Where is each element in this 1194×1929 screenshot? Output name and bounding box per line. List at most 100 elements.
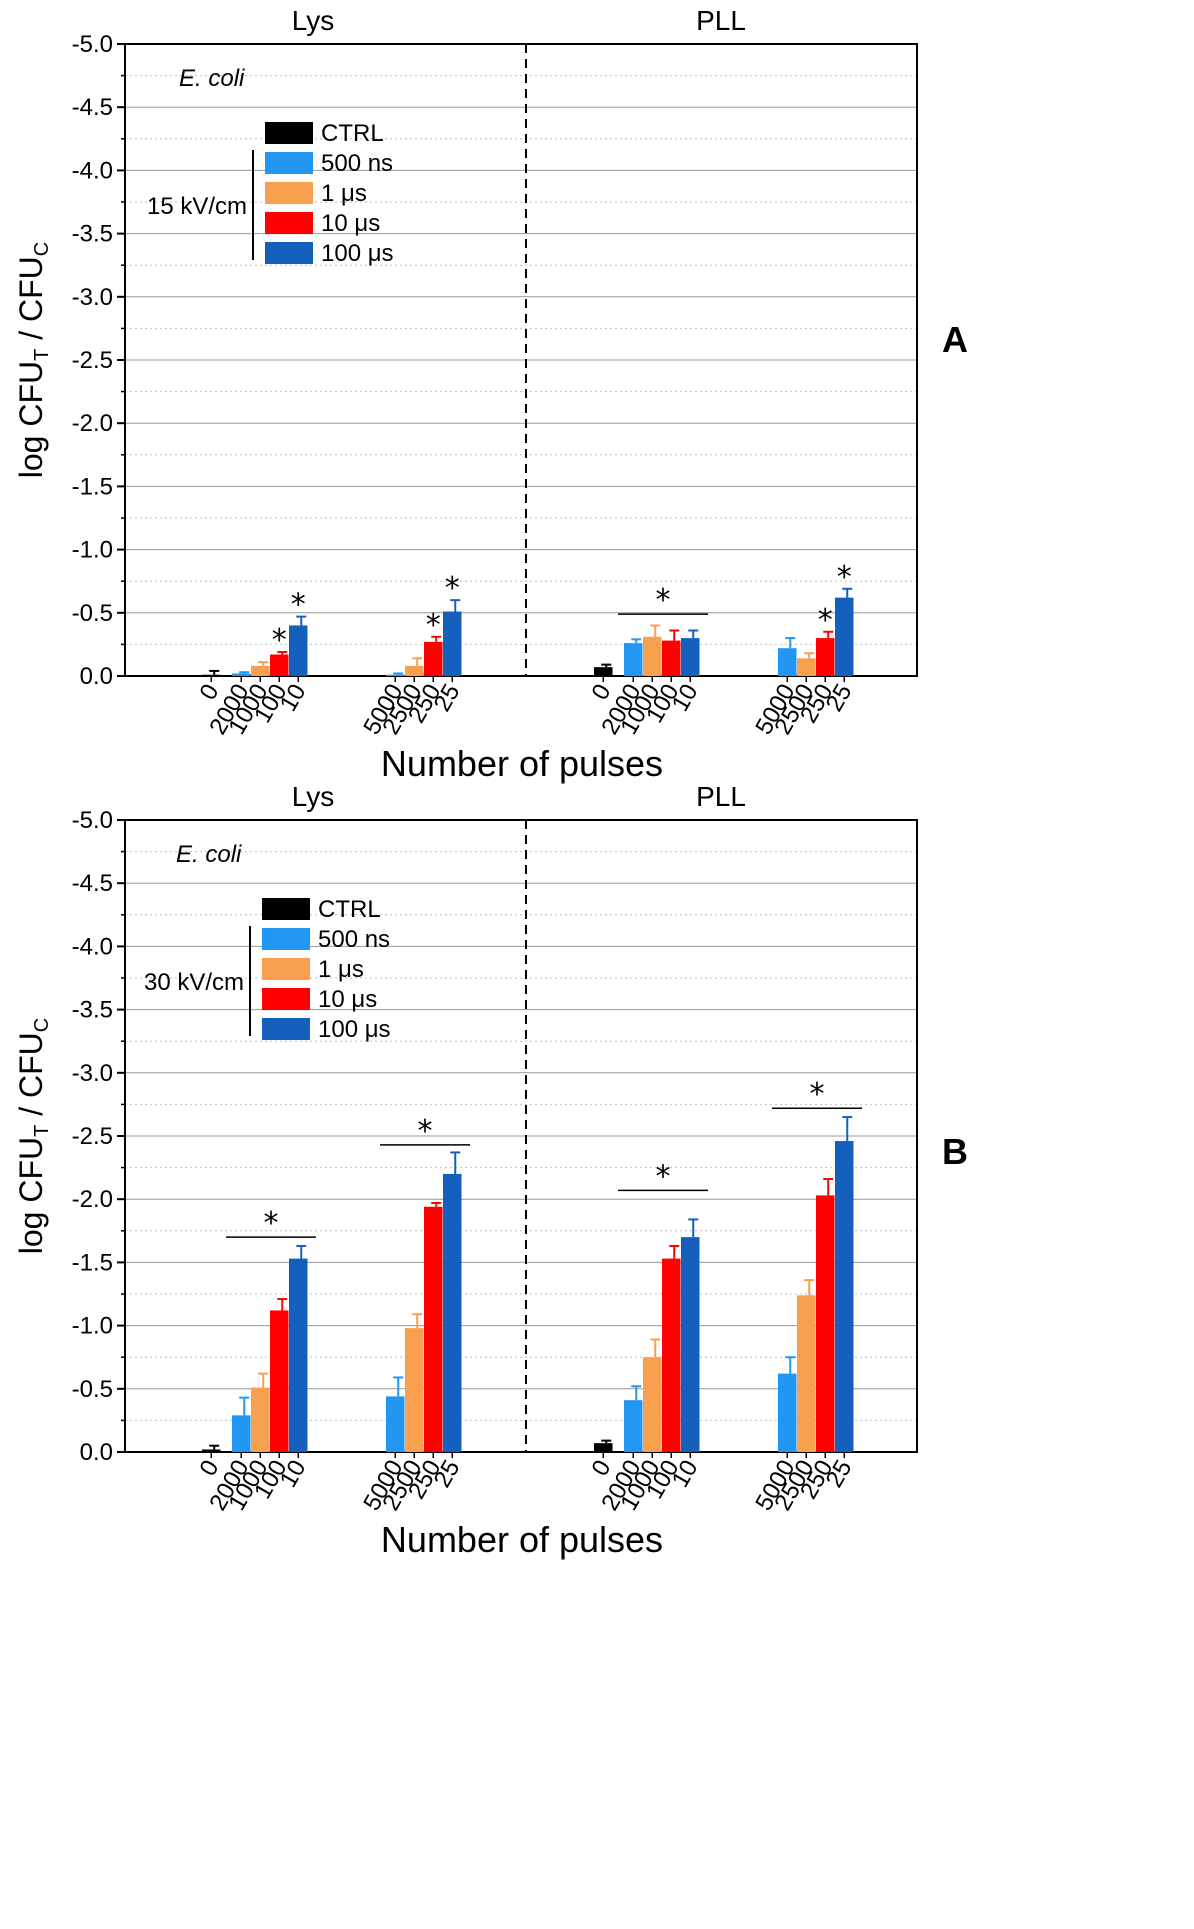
- bar: [289, 1258, 308, 1452]
- significance-star: *: [418, 1114, 433, 1149]
- y-tick-label: -3.5: [72, 997, 113, 1024]
- significance-star: *: [656, 583, 671, 618]
- legend-label-2: 1 μs: [321, 180, 367, 207]
- bar: [816, 638, 835, 676]
- bar: [424, 1206, 443, 1452]
- bar: [405, 665, 424, 676]
- bar: [594, 1443, 613, 1452]
- bar: [424, 641, 443, 676]
- y-axis-label: log CFUT / CFUC: [13, 1018, 53, 1254]
- y-tick-label: -4.5: [72, 94, 113, 121]
- legend-swatch-2: [262, 958, 310, 980]
- y-axis-label-part: C: [31, 242, 53, 256]
- significance-star: *: [272, 623, 287, 658]
- legend-swatch-1: [265, 152, 313, 174]
- legend-swatch-4: [265, 242, 313, 264]
- bar: [251, 1387, 270, 1452]
- bar: [443, 611, 462, 676]
- legend-label-1: 500 ns: [321, 150, 393, 177]
- y-tick-label: -1.5: [72, 473, 113, 500]
- bar: [270, 1310, 289, 1452]
- legend-swatch-0: [265, 122, 313, 144]
- legend-swatch-2: [265, 182, 313, 204]
- group-title-lys: Lys: [292, 781, 335, 812]
- bar: [797, 1295, 816, 1452]
- bar: [681, 1237, 700, 1452]
- bar: [662, 1258, 681, 1452]
- y-tick-label: -3.0: [72, 1060, 113, 1087]
- significance-star: *: [818, 603, 833, 638]
- bar: [643, 636, 662, 676]
- y-tick-label: -2.0: [72, 410, 113, 437]
- panel-a: -5.0 -4.5 -4.0 -3.5 -3.0 -2.5 -2.0 -1.5 -1.0 -0.5…: [13, 5, 918, 784]
- bar: [289, 625, 308, 676]
- y-tick-label: -0.5: [72, 600, 113, 627]
- field-strength-label: 30 kV/cm: [144, 969, 244, 996]
- species-label: E. coli: [179, 65, 245, 92]
- x-axis-label: Number of pulses: [381, 743, 663, 784]
- bar: [624, 1400, 643, 1452]
- group-title-pll: PLL: [696, 781, 746, 812]
- bar: [797, 658, 816, 676]
- legend-swatch-4: [262, 1018, 310, 1040]
- y-tick-label: -2.0: [72, 1186, 113, 1213]
- bar: [386, 674, 405, 676]
- bar: [594, 667, 613, 676]
- y-tick-label: -1.5: [72, 1249, 113, 1276]
- y-tick-label: 0.0: [80, 663, 113, 690]
- legend-label-3: 10 μs: [321, 210, 380, 237]
- y-tick-label: -4.0: [72, 157, 113, 184]
- bar: [835, 1141, 854, 1452]
- legend-label-0: CTRL: [318, 896, 381, 923]
- y-axis-label-part: / CFU: [13, 1032, 49, 1124]
- significance-star: *: [810, 1077, 825, 1112]
- y-tick-label: -5.0: [72, 31, 113, 58]
- y-axis-label-part: / CFU: [13, 256, 49, 348]
- bar: [835, 597, 854, 676]
- x-axis-label: Number of pulses: [381, 1519, 663, 1560]
- panel-letter-b: B: [942, 1131, 968, 1172]
- bar: [662, 640, 681, 676]
- bar: [202, 1449, 221, 1452]
- bar: [778, 648, 797, 676]
- legend-label-4: 100 μs: [321, 240, 394, 267]
- significance-star: *: [426, 608, 441, 643]
- y-tick-label: 0.0: [80, 1439, 113, 1466]
- bar: [202, 674, 221, 676]
- group-title-pll: PLL: [696, 5, 746, 36]
- panel-b: -5.0 -4.5 -4.0 -3.5 -3.0 -2.5 -2.0 -1.5 -1.0 -0.5…: [13, 781, 918, 1560]
- panel-letter-a: A: [942, 319, 968, 360]
- y-tick-label: -2.5: [72, 347, 113, 374]
- bar: [643, 1357, 662, 1452]
- y-tick-label: -1.0: [72, 537, 113, 564]
- bar: [778, 1373, 797, 1452]
- y-tick-label: -3.0: [72, 284, 113, 311]
- legend-label-4: 100 μs: [318, 1016, 391, 1043]
- y-tick-label: -2.5: [72, 1123, 113, 1150]
- legend-label-3: 10 μs: [318, 986, 377, 1013]
- species-label: E. coli: [176, 841, 242, 868]
- y-tick-label: -4.0: [72, 933, 113, 960]
- y-tick-label: -4.5: [72, 870, 113, 897]
- y-axis-label-part: T: [31, 349, 53, 361]
- y-tick-label: -0.5: [72, 1376, 113, 1403]
- bar: [405, 1328, 424, 1452]
- bar: [443, 1173, 462, 1452]
- field-strength-label: 15 kV/cm: [147, 193, 247, 220]
- legend-swatch-3: [262, 988, 310, 1010]
- significance-star: *: [291, 588, 306, 623]
- y-tick-label: -3.5: [72, 221, 113, 248]
- significance-star: *: [656, 1159, 671, 1194]
- bar: [232, 673, 251, 676]
- bar: [624, 643, 643, 676]
- bar: [681, 638, 700, 676]
- y-axis-label-part: C: [31, 1018, 53, 1032]
- bar: [816, 1195, 835, 1452]
- significance-star: *: [445, 571, 460, 606]
- bar: [232, 1415, 251, 1452]
